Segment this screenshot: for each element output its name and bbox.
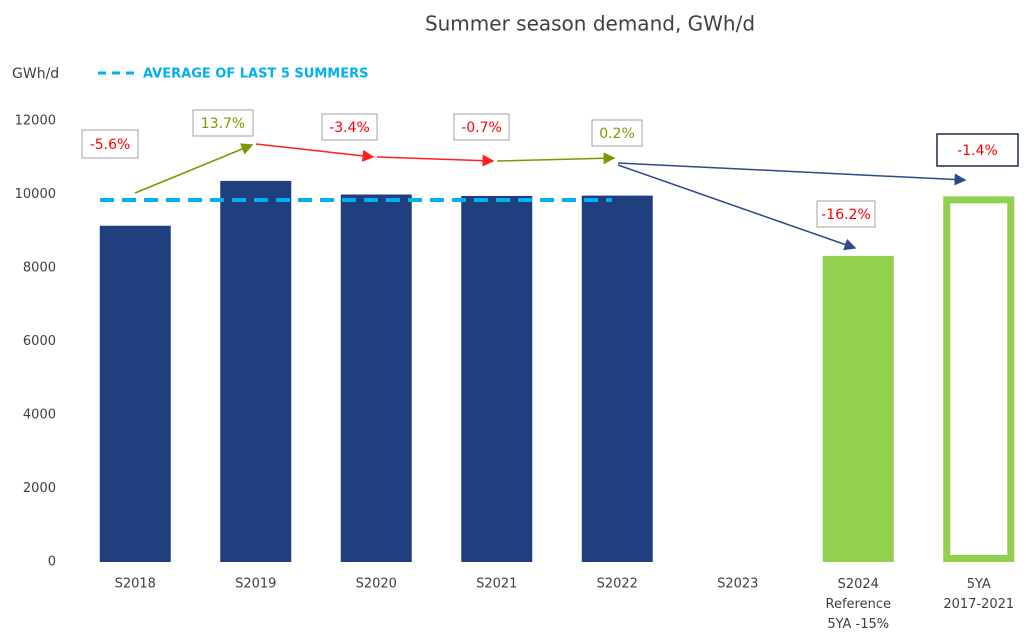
bar xyxy=(461,195,533,562)
bar xyxy=(99,225,171,563)
y-tick-label: 6000 xyxy=(23,334,56,349)
annotation: -16.2% xyxy=(821,207,871,223)
y-tick-label: 4000 xyxy=(23,408,56,423)
y-tick-label: 2000 xyxy=(23,481,56,496)
x-tick-label: S2022 xyxy=(597,577,638,592)
y-axis-label: GWh/d xyxy=(12,66,59,82)
bar xyxy=(943,196,1015,562)
annotation: 13.7% xyxy=(201,116,245,132)
y-tick-label: 12000 xyxy=(15,114,56,129)
annotation-box xyxy=(81,129,139,159)
arrows xyxy=(134,143,967,251)
annotation-box xyxy=(591,119,643,147)
annotation: -0.7% xyxy=(461,120,502,136)
bar xyxy=(340,194,412,562)
y-tick-label: 8000 xyxy=(23,261,56,276)
annotation: -1.4% xyxy=(957,143,998,159)
annotation-box xyxy=(453,113,510,141)
legend-label: AVERAGE OF LAST 5 SUMMERS xyxy=(143,67,368,82)
x-tick-label: S2021 xyxy=(476,577,517,592)
x-tick-label: S2023 xyxy=(717,577,758,592)
annotation-box xyxy=(936,133,1019,167)
annotation-box xyxy=(816,200,876,228)
bar xyxy=(220,180,292,562)
annotation: -3.4% xyxy=(329,120,370,136)
annotation-box xyxy=(192,109,254,137)
y-tick-label: 0 xyxy=(48,555,56,570)
y-tick-label: 10000 xyxy=(15,187,56,202)
annotation-box xyxy=(321,113,378,141)
x-tick-label: S2020 xyxy=(356,577,397,592)
x-tick-label: S2024 Reference 5YA -15% xyxy=(826,577,891,632)
bar xyxy=(581,195,653,563)
x-tick-label: S2019 xyxy=(235,577,276,592)
x-tick-label: 5YA 2017-2021 xyxy=(943,577,1014,612)
annotation: 0.2% xyxy=(599,126,635,142)
x-tick-label: S2018 xyxy=(115,577,156,592)
annotation: -5.6% xyxy=(90,137,131,153)
chart-title: Summer season demand, GWh/d xyxy=(425,12,755,36)
bar xyxy=(822,255,894,562)
